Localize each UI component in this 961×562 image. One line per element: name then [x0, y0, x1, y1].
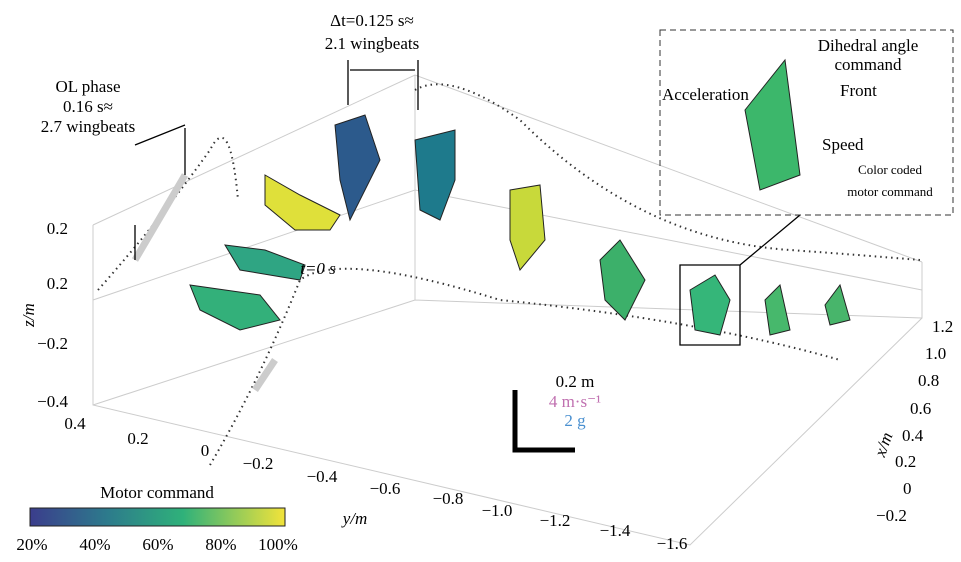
x-tick-label: 1.0: [925, 344, 946, 363]
y-tick-label: −0.8: [433, 489, 464, 508]
x-tick-label: 0.6: [910, 399, 931, 418]
annotation: Δt=0.125 s≈: [330, 11, 414, 30]
colorbar: [30, 508, 285, 526]
x-tick-label: −0.2: [876, 506, 907, 525]
y-tick-label: 0: [201, 441, 210, 460]
colorbar-label: 20%: [16, 535, 47, 554]
y-tick-label: 0.4: [64, 414, 86, 433]
y-tick-label: −1.4: [600, 521, 631, 540]
x-tick-label: 0: [903, 479, 912, 498]
z-tick-label: 0.2: [47, 274, 68, 293]
y-tick-label: −0.4: [307, 467, 338, 486]
inset-label: Front: [840, 81, 877, 100]
annotation: 2.7 wingbeats: [41, 117, 135, 136]
y-tick-label: −1.2: [540, 511, 571, 530]
annotation: 0.16 s≈: [63, 97, 113, 116]
scale-label: 0.2 m: [556, 372, 595, 391]
colorbar-title: Motor command: [100, 483, 214, 502]
inset-label: Acceleration: [662, 85, 749, 104]
annotation: 2.1 wingbeats: [325, 34, 419, 53]
figure: OL phase 0.16 s≈ 2.7 wingbeats Δt=0.125 …: [0, 0, 961, 557]
inset-label: Dihedral angle: [818, 36, 919, 55]
wing-shapes: [190, 60, 850, 335]
trajectories: [98, 84, 920, 465]
z-tick-label: −0.2: [37, 334, 68, 353]
x-tick-label: 1.2: [932, 317, 953, 336]
x-tick-label: 0.4: [902, 426, 924, 445]
annotation: OL phase: [56, 77, 121, 96]
y-tick-label: 0.2: [127, 429, 148, 448]
scale-label: 4 m·s⁻¹: [549, 392, 601, 411]
colorbar-label: 80%: [205, 535, 236, 554]
colorbar-label: 40%: [79, 535, 110, 554]
colorbar-label: 60%: [142, 535, 173, 554]
annotation: t=0 s: [300, 259, 336, 278]
inset-label: command: [834, 55, 902, 74]
y-tick-label: −0.2: [243, 454, 274, 473]
z-tick-label: −0.4: [37, 392, 68, 411]
y-tick-label: −1.0: [482, 501, 513, 520]
inset-label: Speed: [822, 135, 864, 154]
inset-label: Color coded: [858, 162, 922, 177]
page: OL phase 0.16 s≈ 2.7 wingbeats Δt=0.125 …: [0, 0, 961, 562]
x-tick-label: 0.8: [918, 371, 939, 390]
y-axis-title: y/m: [341, 509, 368, 528]
inset-label: motor command: [847, 184, 933, 199]
z-tick-label: 0.2: [47, 219, 68, 238]
x-axis-title: x/m: [870, 430, 897, 461]
y-tick-label: −0.6: [370, 479, 401, 498]
colorbar-label: 100%: [258, 535, 298, 554]
y-tick-label: −1.6: [657, 534, 688, 553]
z-axis-title: z/m: [19, 303, 38, 328]
scale-label: 2 g: [564, 411, 586, 430]
x-tick-label: 0.2: [895, 452, 916, 471]
